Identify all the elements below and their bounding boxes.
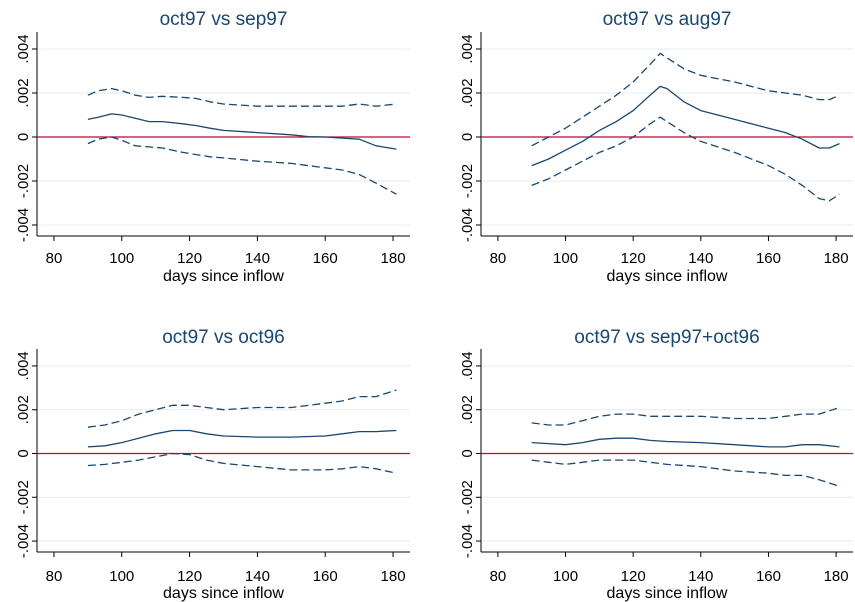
x-tick-label: 100: [109, 250, 134, 267]
x-tick-label: 180: [381, 568, 406, 585]
estimate-line: [87, 429, 397, 448]
x-tick-label: 160: [313, 568, 338, 585]
y-tick-label: 0: [15, 133, 32, 141]
y-tick-label: -.002: [15, 164, 32, 198]
y-tick-label: 0: [459, 449, 476, 457]
y-tick-label: .002: [15, 78, 32, 107]
confidence-bound-line: [531, 52, 840, 147]
y-tick-label: -.004: [459, 208, 476, 242]
chart-title: oct97 vs sep97+oct96: [574, 327, 759, 348]
y-tick-label: -.004: [15, 524, 32, 558]
confidence-bound-line: [87, 87, 397, 107]
x-tick-label: 140: [245, 568, 270, 585]
confidence-bound-line: [87, 389, 397, 428]
x-tick-label: 80: [490, 568, 507, 585]
x-tick-label: 80: [46, 250, 63, 267]
x-tick-label: 160: [756, 568, 781, 585]
x-tick-label: 180: [824, 250, 849, 267]
x-axis-label: days since inflow: [163, 585, 284, 602]
x-tick-label: 120: [177, 250, 202, 267]
x-tick-label: 100: [553, 250, 578, 267]
y-tick-label: -.002: [15, 480, 32, 514]
estimate-line: [531, 437, 840, 448]
confidence-bound-line: [531, 116, 840, 202]
y-tick-label: .004: [15, 34, 32, 63]
chart-title: oct97 vs oct96: [162, 327, 285, 348]
estimate-line: [531, 85, 840, 167]
y-tick-label: -.004: [15, 208, 32, 242]
confidence-bound-line: [87, 452, 397, 474]
y-tick-label: -.002: [459, 480, 476, 514]
x-tick-label: 160: [756, 250, 781, 267]
x-axis-label: days since inflow: [607, 268, 728, 285]
x-tick-label: 100: [553, 568, 578, 585]
x-tick-label: 80: [490, 250, 507, 267]
confidence-bound-line: [531, 459, 840, 487]
x-tick-label: 160: [313, 250, 338, 267]
confidence-bound-line: [531, 406, 840, 426]
chart-title: oct97 vs sep97: [160, 9, 288, 30]
y-tick-label: .002: [15, 395, 32, 424]
x-tick-label: 120: [177, 568, 202, 585]
chart-panel: -.004 -.002 0 .002 .004 80 100 120 140 160 180 oct9…: [459, 327, 853, 602]
chart-panels: -.004 -.002 0 .002 .004 80 100 120 140 160 180 oct9…: [15, 9, 853, 602]
y-tick-label: 0: [15, 449, 32, 457]
y-tick-label: -.004: [459, 524, 476, 558]
chart-panel: -.004 -.002 0 .002 .004 80 100 120 140 160 180 oct9…: [15, 9, 410, 285]
y-tick-label: .002: [459, 78, 476, 107]
x-tick-label: 180: [824, 568, 849, 585]
x-axis-label: days since inflow: [607, 585, 728, 602]
x-tick-label: 180: [381, 250, 406, 267]
y-tick-label: .002: [459, 395, 476, 424]
x-tick-label: 140: [688, 250, 713, 267]
chart-panel: -.004 -.002 0 .002 .004 80 100 120 140 160 180 oct9…: [15, 327, 410, 602]
x-tick-label: 100: [109, 568, 134, 585]
y-tick-label: .004: [459, 351, 476, 380]
y-tick-label: -.002: [459, 164, 476, 198]
y-tick-label: 0: [459, 133, 476, 141]
x-axis-label: days since inflow: [163, 268, 284, 285]
y-tick-label: .004: [15, 351, 32, 380]
x-tick-label: 140: [245, 250, 270, 267]
estimate-line: [87, 113, 397, 150]
x-tick-label: 120: [621, 250, 646, 267]
chart-panel: -.004 -.002 0 .002 .004 80 100 120 140 160 180 oct9…: [459, 9, 853, 285]
x-tick-label: 80: [46, 568, 63, 585]
chart-title: oct97 vs aug97: [603, 9, 732, 30]
x-tick-label: 120: [621, 568, 646, 585]
confidence-bound-line: [87, 136, 397, 195]
x-tick-label: 140: [688, 568, 713, 585]
y-tick-label: .004: [459, 34, 476, 63]
